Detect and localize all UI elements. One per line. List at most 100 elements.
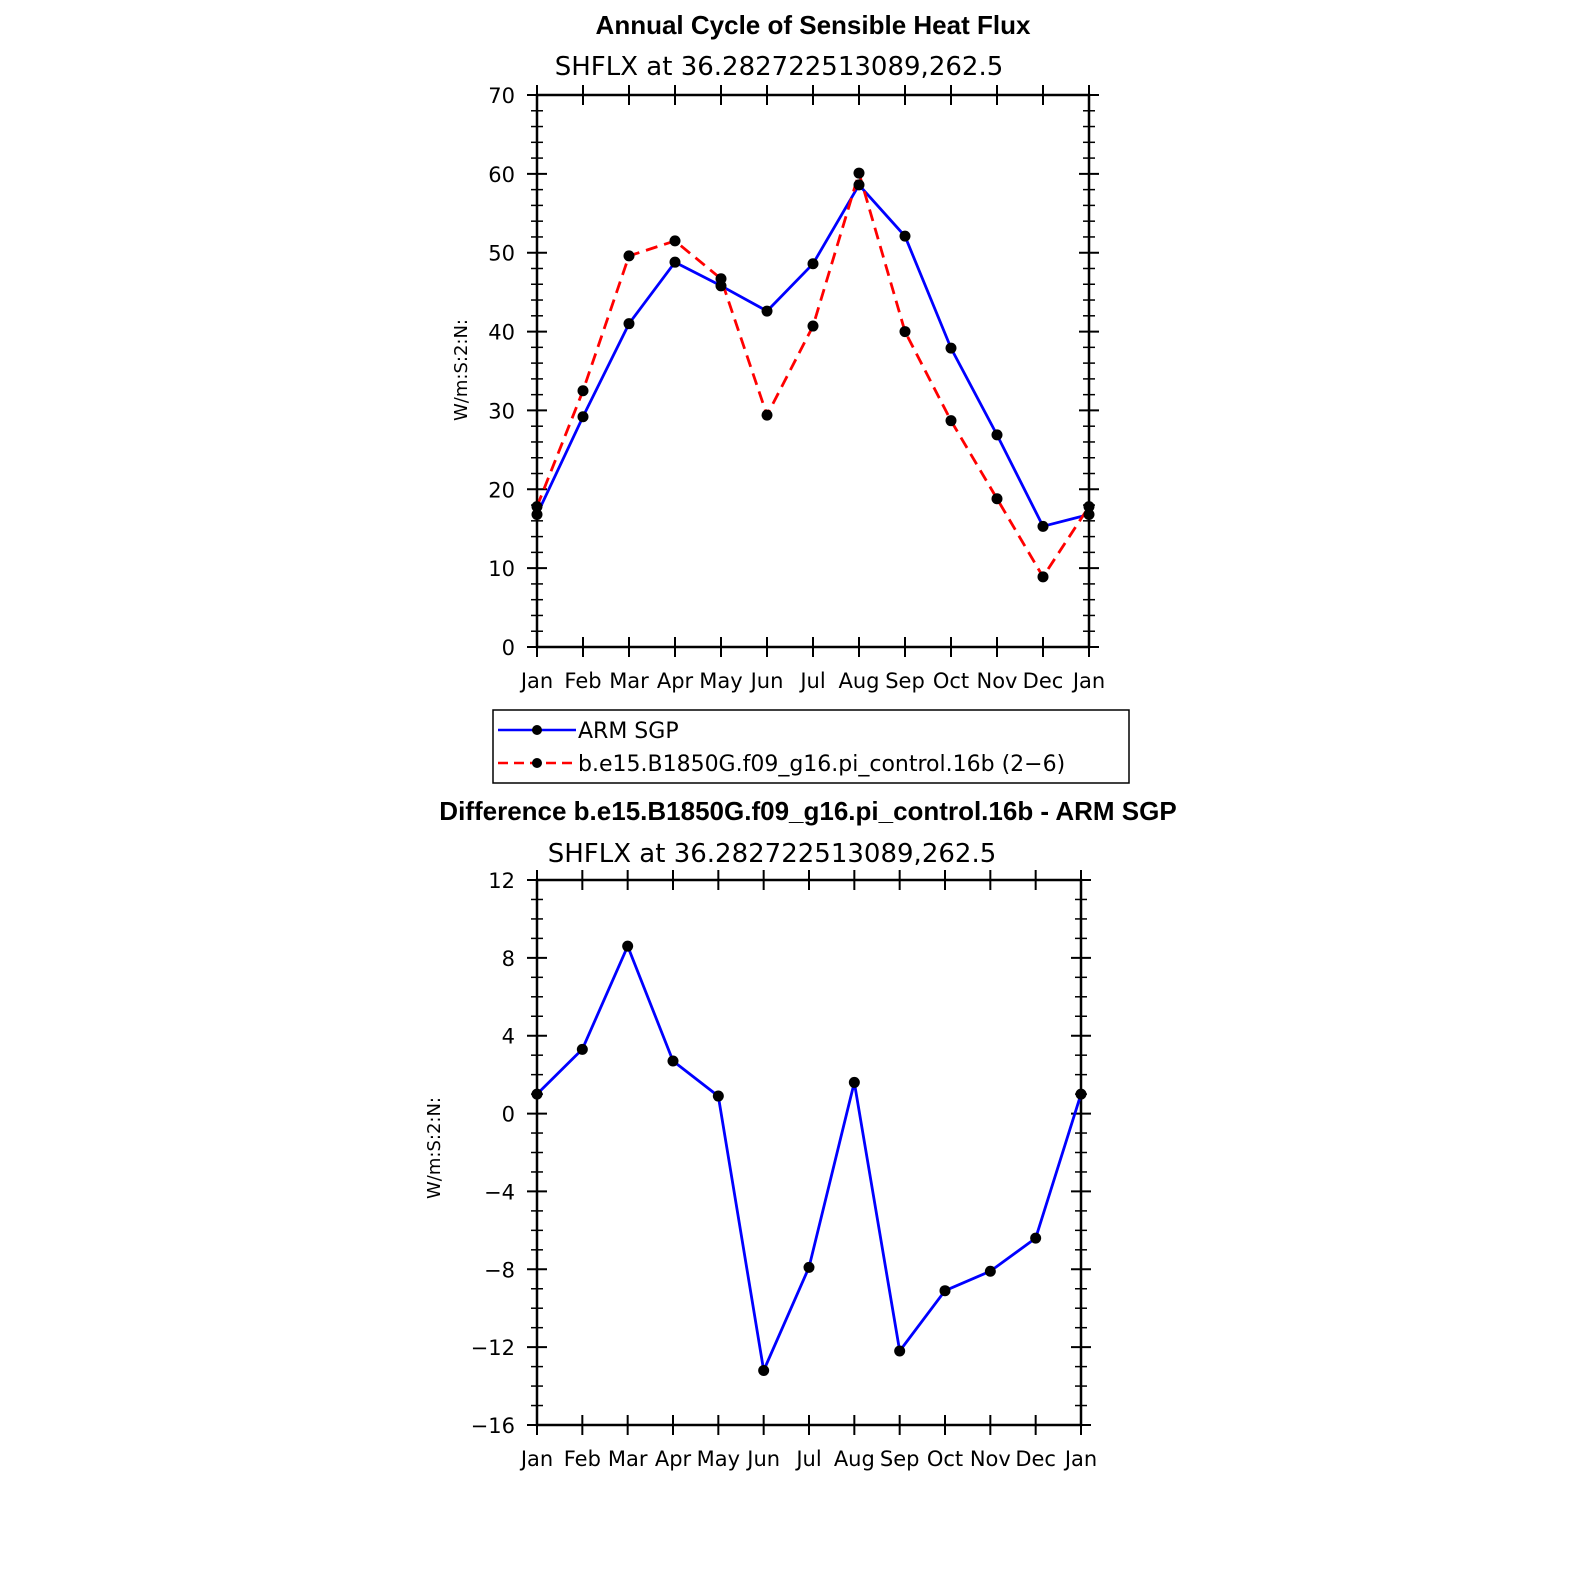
data-point [667,1055,679,1067]
x-tick-label: Dec [1023,669,1064,693]
data-point [622,940,634,952]
x-tick-label: Jun [749,669,784,693]
y-tick-label: −16 [471,1414,515,1438]
x-tick-label: Aug [834,1447,875,1471]
x-tick-label: Nov [977,669,1018,693]
series-line-primary [536,944,1083,1372]
x-tick-label: Jan [519,1447,553,1471]
data-point [1030,1232,1042,1244]
x-tick-label: May [699,669,742,693]
x-tick-label: Jul [798,669,825,693]
data-point [669,235,681,247]
x-tick-label: Jan [1063,1447,1097,1471]
x-tick-label: Sep [880,1447,920,1471]
data-point [1037,520,1049,532]
chart-subtitle: SHFLX at 36.282722513089,262.5 [555,52,1004,82]
y-tick-label: 20 [488,478,515,502]
data-point [715,273,727,285]
data-point [577,385,589,397]
data-point [712,1090,724,1102]
chart-title: Difference b.e15.B1850G.f09_g16.pi_contr… [439,796,1176,826]
data-point [807,258,819,270]
legend-label-model: b.e15.B1850G.f09_g16.pi_control.16b (2−6… [578,752,1065,777]
x-tick-label: Sep [885,669,925,693]
legend-label-arm-sgp: ARM SGP [578,719,679,744]
data-point [899,326,911,338]
x-tick-label: Jul [794,1447,821,1471]
chart-title: Annual Cycle of Sensible Heat Flux [596,10,1031,40]
data-point [1083,509,1095,521]
y-tick-label: 8 [502,947,515,971]
data-point [939,1285,951,1297]
x-tick-label: Oct [933,669,969,693]
y-tick-label: 0 [502,1103,515,1127]
x-tick-label: Apr [655,1447,692,1471]
data-point [803,1261,815,1273]
data-point [576,1043,588,1055]
x-tick-label: Mar [609,669,649,693]
y-tick-label: 60 [488,163,515,187]
y-tick-label: 50 [488,242,515,266]
y-tick-label: 12 [488,869,515,893]
y-tick-label: 30 [488,399,515,423]
x-tick-label: Nov [970,1447,1011,1471]
data-point [991,493,1003,505]
data-point [894,1345,906,1357]
data-point [945,342,957,354]
y-axis-label: W/m:S:2:N: [451,319,472,421]
x-tick-label: Feb [564,669,601,693]
legend-marker-model [532,758,542,768]
data-point [623,318,635,330]
data-point [758,1365,770,1376]
x-tick-label: Mar [608,1447,648,1471]
data-point [1075,1088,1087,1100]
x-tick-label: Oct [927,1447,963,1471]
data-point [945,415,957,427]
data-point [899,230,911,242]
x-tick-label: Jan [519,669,553,693]
data-point [848,1076,860,1088]
data-point [761,305,773,317]
y-tick-label: −12 [471,1336,515,1360]
data-point [761,409,773,421]
y-tick-label: 70 [488,84,515,108]
data-point [669,256,681,268]
x-tick-label: Jan [1071,669,1105,693]
y-tick-label: 0 [502,636,515,660]
series-line-secondary [535,171,1091,579]
plot-frame [535,878,1083,1427]
data-point [1083,501,1095,513]
data-point [623,250,635,262]
data-point [531,501,543,513]
legend-marker-arm-sgp [532,725,542,735]
data-point [1037,571,1049,583]
y-tick-label: 10 [488,557,515,581]
annual-cycle-panel: Annual Cycle of Sensible Heat Flux SHFLX… [451,10,1105,693]
x-tick-label: Feb [564,1447,601,1471]
data-point [531,509,543,521]
data-point [853,179,865,191]
data-point [853,167,865,179]
y-tick-label: 40 [488,321,515,345]
x-tick-label: Apr [657,669,694,693]
y-tick-label: −8 [484,1258,515,1282]
data-point [991,429,1003,441]
x-tick-label: Dec [1015,1447,1056,1471]
legend: ARM SGP b.e15.B1850G.f09_g16.pi_control.… [492,709,1130,784]
chart-subtitle: SHFLX at 36.282722513089,262.5 [548,839,997,869]
difference-panel: Difference b.e15.B1850G.f09_g16.pi_contr… [424,796,1177,1471]
data-point [531,1088,543,1100]
data-point [577,411,589,423]
plot-frame [535,93,1091,649]
x-tick-label: May [697,1447,740,1471]
y-axis-label: W/m:S:2:N: [424,1097,445,1199]
legend-box [492,709,1130,784]
series-line-primary [535,183,1090,528]
y-tick-label: −4 [484,1180,515,1204]
y-tick-label: 4 [502,1025,515,1049]
x-tick-label: Aug [838,669,879,693]
data-point [807,320,819,332]
x-tick-label: Jun [745,1447,780,1471]
data-point [984,1265,996,1277]
